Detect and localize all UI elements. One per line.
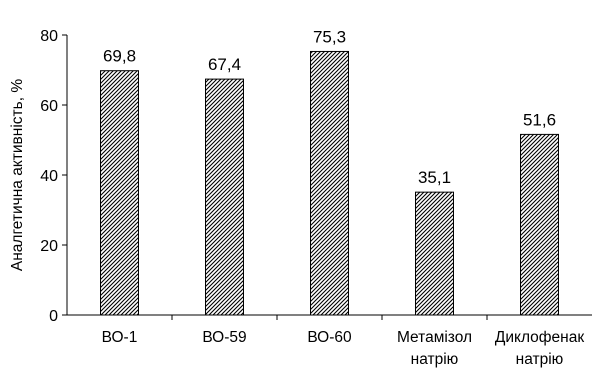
axes: 0 20 40 60 80 bbox=[40, 28, 592, 325]
bar bbox=[100, 70, 139, 316]
x-tick-label: ВО-1 bbox=[102, 329, 138, 346]
y-tick-label: 40 bbox=[40, 168, 58, 185]
data-label: 67,4 bbox=[208, 55, 241, 74]
y-axis-title: Аналгетична активність, % bbox=[9, 79, 26, 271]
bar bbox=[415, 191, 454, 316]
x-tick-label: ВО-59 bbox=[202, 329, 246, 346]
data-label: 51,6 bbox=[523, 110, 556, 129]
x-tick-label: Диклофенак bbox=[495, 329, 585, 346]
data-label: 75,3 bbox=[313, 27, 346, 46]
data-label: 35,1 bbox=[418, 168, 451, 187]
x-tick-label: Метамізол bbox=[397, 329, 472, 346]
x-tick-label: натрію bbox=[516, 351, 564, 368]
bars bbox=[100, 50, 559, 316]
labels: 69,8 ВО-1 67,4 ВО-59 75,3 ВО-60 35,1 Метамізол н… bbox=[102, 27, 585, 368]
data-label: 69,8 bbox=[103, 47, 136, 66]
x-tick-label: натрію bbox=[411, 351, 459, 368]
bar bbox=[520, 133, 559, 316]
y-tick-label: 80 bbox=[40, 28, 58, 45]
bar bbox=[205, 78, 244, 316]
y-tick-label: 60 bbox=[40, 98, 58, 115]
bar bbox=[310, 50, 349, 316]
y-tick-label: 20 bbox=[40, 238, 58, 255]
y-tick-label: 0 bbox=[49, 308, 58, 325]
x-tick-label: ВО-60 bbox=[307, 329, 352, 346]
